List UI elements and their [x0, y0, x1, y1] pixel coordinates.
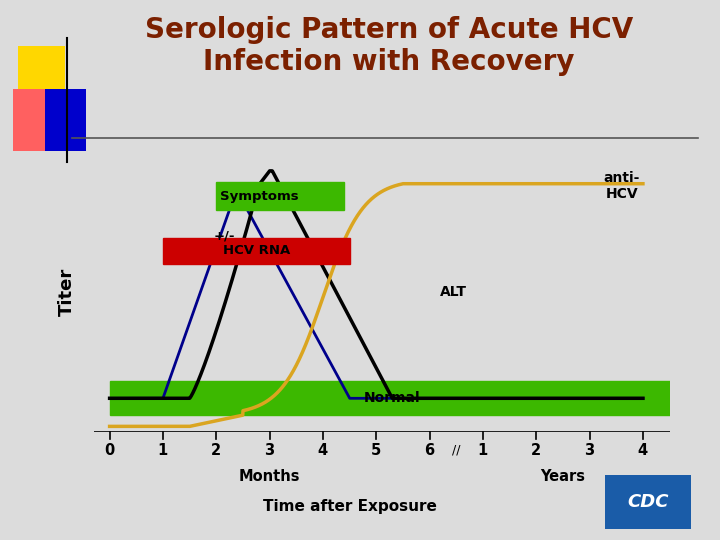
Text: Months: Months [239, 469, 300, 483]
Text: 6: 6 [425, 443, 435, 458]
Text: 5: 5 [371, 443, 382, 458]
Text: 0: 0 [104, 443, 114, 458]
Text: 1: 1 [158, 443, 168, 458]
Text: 4: 4 [318, 443, 328, 458]
Bar [163, 238, 350, 264]
Text: 3: 3 [585, 443, 595, 458]
Text: 2: 2 [211, 443, 221, 458]
Text: Symptoms: Symptoms [220, 190, 298, 202]
Text: 1: 1 [478, 443, 488, 458]
Text: Years: Years [541, 469, 585, 483]
Text: +/-: +/- [214, 230, 235, 243]
Text: Titer: Titer [58, 267, 76, 316]
Text: anti-
HCV: anti- HCV [603, 171, 640, 201]
Text: CDC: CDC [627, 493, 669, 511]
Text: 3: 3 [264, 443, 274, 458]
Text: 2: 2 [531, 443, 541, 458]
Bar [216, 182, 344, 210]
Text: Serologic Pattern of Acute HCV
Infection with Recovery: Serologic Pattern of Acute HCV Infection… [145, 16, 633, 76]
Text: Time after Exposure: Time after Exposure [263, 500, 436, 515]
Text: HCV RNA: HCV RNA [222, 245, 290, 258]
Bar [109, 381, 670, 415]
Text: Normal: Normal [364, 392, 420, 406]
Text: ALT: ALT [440, 285, 467, 299]
Text: //: // [452, 443, 461, 456]
Text: 4: 4 [638, 443, 648, 458]
